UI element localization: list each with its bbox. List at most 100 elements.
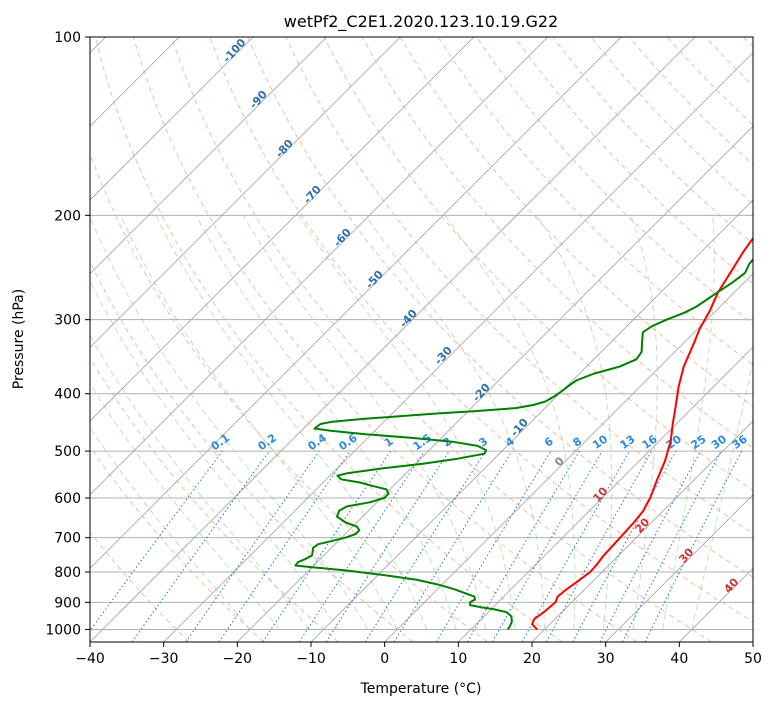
y-tick-label: 800 xyxy=(54,565,81,581)
x-tick-label: 10 xyxy=(449,651,467,667)
moist-adiabat-line xyxy=(90,426,251,630)
isotherm-line xyxy=(90,37,401,348)
mixing-ratio-label: 0.6 xyxy=(336,431,360,453)
mixing-ratio-label: 36 xyxy=(730,432,750,452)
dry-adiabat-line xyxy=(552,37,753,245)
background-lines xyxy=(90,37,753,642)
profiles xyxy=(294,236,753,631)
dry-adiabat-line xyxy=(94,37,563,642)
dry-adiabat-line xyxy=(476,37,753,325)
mixing-ratio-label: 0.4 xyxy=(306,431,330,453)
dry-adiabat-line xyxy=(90,260,414,642)
dry-adiabat-label: -10 xyxy=(508,416,531,440)
dry-adiabat-line xyxy=(399,37,753,407)
mixing-ratio-line xyxy=(435,450,552,642)
isotherm-line xyxy=(384,273,753,642)
mixing-ratio-line xyxy=(262,450,392,642)
mixing-ratio-line xyxy=(218,450,351,642)
y-tick-label: 1000 xyxy=(45,622,81,638)
isotherm-line xyxy=(531,420,753,642)
mixing-ratio-label: 0.1 xyxy=(209,431,232,453)
isotherm-line xyxy=(90,37,327,275)
isotherm-line xyxy=(605,494,753,642)
dewpoint-profile-line xyxy=(294,257,753,631)
moist-adiabat-line xyxy=(90,334,310,630)
moist-adiabat-line xyxy=(298,215,516,630)
y-tick-label: 200 xyxy=(54,208,81,224)
y-tick-label: 300 xyxy=(54,313,81,329)
mixing-ratio-line xyxy=(325,450,450,642)
x-tick-label: 30 xyxy=(597,651,615,667)
chart-title: wetPf2_C2E1.2020.123.10.19.G22 xyxy=(284,12,558,32)
mixing-ratio-label: 8 xyxy=(571,435,585,450)
mixing-ratio-label: 16 xyxy=(640,432,660,452)
mixing-ratio-line xyxy=(545,450,653,642)
dry-adiabat-label: -40 xyxy=(397,307,420,331)
mixing-ratio-line xyxy=(572,450,677,642)
mixing-ratio-label: 30 xyxy=(709,432,729,452)
x-tick-label: 20 xyxy=(523,651,541,667)
dry-adiabat-label: -20 xyxy=(470,381,493,405)
y-axis: 100 200 300 400 500 600 700 800 900 1000 xyxy=(45,30,90,638)
mixing-ratio-label: 10 xyxy=(590,432,610,452)
moist-adiabat-line xyxy=(536,215,613,630)
mixing-ratio-line xyxy=(298,450,425,642)
dry-adiabat-line xyxy=(132,37,638,642)
y-tick-label: 400 xyxy=(54,387,81,403)
dry-adiabat-line xyxy=(171,37,712,642)
dry-adiabat-label: -90 xyxy=(247,88,270,112)
mixing-ratio-line xyxy=(521,450,630,642)
x-tick-label: −40 xyxy=(75,651,105,667)
mixing-ratio-line xyxy=(185,450,320,642)
dry-adiabat-label: 0 xyxy=(552,454,567,469)
dry-adiabat-label: 10 xyxy=(590,484,610,504)
line-labels: 0.1 0.2 0.4 0.6 1 1.5 2 3 4 6 8 10 13 16 20 25 30 36-100-… xyxy=(209,36,750,596)
dry-adiabat-line xyxy=(209,37,753,623)
dry-adiabat-label: 20 xyxy=(632,515,652,535)
x-axis-title: Temperature (°C) xyxy=(360,681,482,697)
isotherm-line xyxy=(458,346,753,642)
dry-adiabat-label: -30 xyxy=(432,344,455,368)
temperature-profile-line xyxy=(531,236,753,631)
dry-adiabat-line xyxy=(361,37,753,449)
isotherm-line xyxy=(90,37,696,642)
moist-adiabat-line xyxy=(120,215,398,630)
mixing-ratio-line xyxy=(393,450,513,642)
moist-adiabat-line xyxy=(195,215,457,630)
dry-adiabat-line xyxy=(514,37,753,285)
dry-adiabat-label: 40 xyxy=(721,575,741,595)
mixing-ratio-line xyxy=(90,450,223,632)
dry-adiabat-label: -50 xyxy=(363,268,386,292)
dry-adiabat-line xyxy=(90,152,488,642)
y-tick-label: 900 xyxy=(54,595,81,611)
x-tick-label: 50 xyxy=(744,651,762,667)
y-tick-label: 100 xyxy=(54,30,81,46)
isotherm-line xyxy=(237,125,753,642)
moist-adiabat-line xyxy=(444,215,576,630)
mixing-ratio-label: 1.5 xyxy=(411,431,434,453)
x-tick-label: 40 xyxy=(670,651,688,667)
y-tick-label: 500 xyxy=(54,444,81,460)
y-tick-label: 700 xyxy=(54,531,81,547)
isotherm-line xyxy=(90,37,254,201)
moist-adiabat-line xyxy=(364,215,546,630)
dry-adiabat-label: -80 xyxy=(273,137,296,161)
isotherm-line xyxy=(90,37,622,569)
isotherm-line xyxy=(90,37,475,422)
mixing-ratio-line xyxy=(364,450,486,642)
isotherm-line xyxy=(752,641,753,642)
mixing-ratio-line xyxy=(644,450,743,642)
x-axis: −40 −30 −20 −10 0 10 20 30 40 50 xyxy=(75,642,762,667)
moist-adiabat-line xyxy=(661,215,715,630)
moist-adiabat-line xyxy=(90,279,339,630)
dry-adiabat-line xyxy=(247,37,753,578)
dry-adiabat-line xyxy=(704,37,753,87)
moist-adiabat-line xyxy=(630,215,658,630)
dry-adiabat-label: -70 xyxy=(301,183,324,207)
moist-adiabat-line xyxy=(691,358,753,630)
y-axis-title: Pressure (hPa) xyxy=(11,289,27,389)
isotherm-line xyxy=(679,567,753,642)
dry-adiabat-line xyxy=(90,446,264,642)
dry-adiabat-label: -100 xyxy=(220,36,248,65)
